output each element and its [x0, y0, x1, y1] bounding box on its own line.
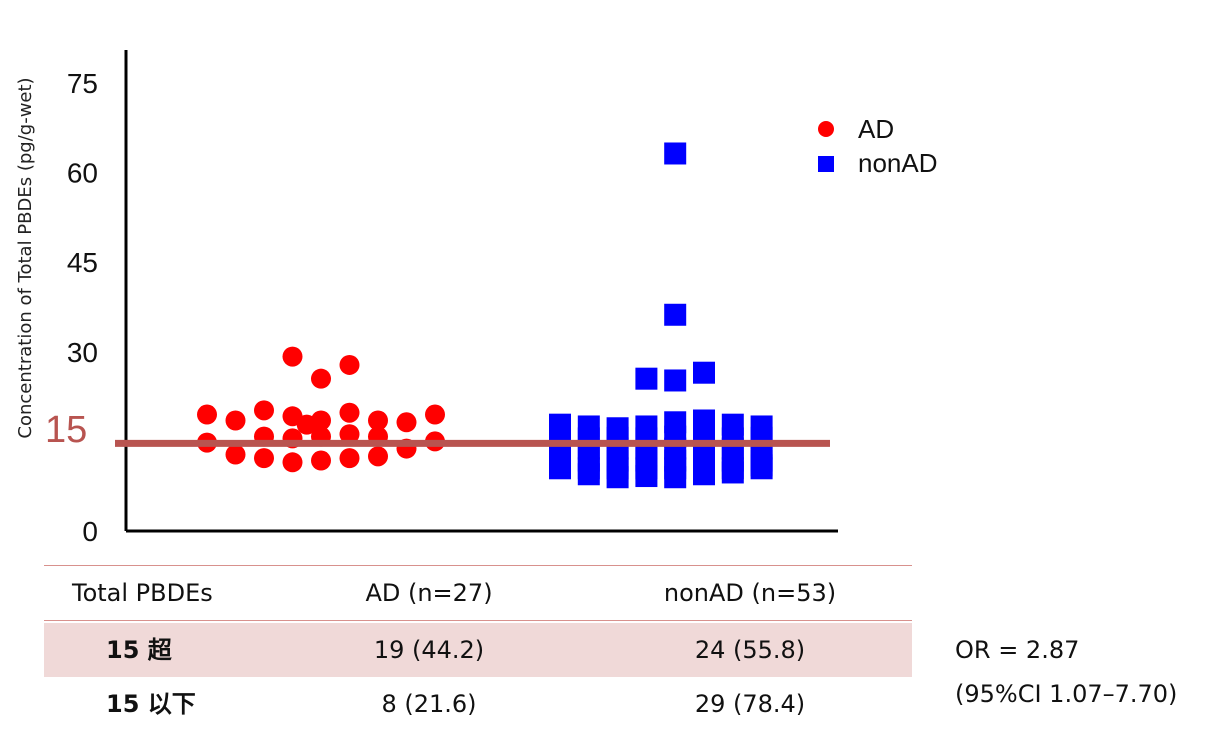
- legend: AD nonAD: [818, 114, 938, 178]
- ad-data-point: [339, 448, 360, 469]
- ad-data-point: [368, 446, 388, 467]
- row-nonad-value: 24 (55.8): [694, 636, 806, 664]
- legend-nonad-label: nonAD: [858, 148, 938, 178]
- nonad-data-point: [693, 463, 715, 486]
- ad-data-point: [225, 444, 246, 465]
- table-row: 15 以下 8 (21.6) 29 (78.4): [44, 677, 912, 731]
- nonad-data-point: [577, 463, 600, 486]
- y-tick-label: 30: [67, 337, 98, 368]
- header-ad: AD (n=27): [365, 579, 493, 607]
- ad-data-point: [254, 448, 274, 469]
- legend-ad-marker: [818, 121, 834, 137]
- legend-ad-label: AD: [858, 114, 894, 144]
- table-row: 15 超 19 (44.2) 24 (55.8): [44, 623, 912, 677]
- y-tick-label: 45: [67, 247, 98, 278]
- y-tick-label: 75: [67, 68, 98, 99]
- threshold-label: 15: [45, 409, 87, 451]
- ad-data-point: [296, 414, 317, 435]
- table-header-row: Total PBDEs AD (n=27) nonAD (n=53): [44, 565, 912, 621]
- ad-data-point: [225, 410, 246, 431]
- ad-data-point: [282, 346, 303, 367]
- ad-data-point: [339, 354, 360, 375]
- pbde-scatter-chart: 0 30 45 60 75 Concentration of Total PBDEs (…: [15, 50, 938, 547]
- ad-data-point: [425, 404, 445, 425]
- legend-nonad-marker: [818, 156, 834, 172]
- ad-data-point: [396, 412, 417, 433]
- results-table: Total PBDEs AD (n=27) nonAD (n=53) 15 超 …: [44, 565, 912, 731]
- ad-data-point: [311, 450, 331, 471]
- y-tick-label: 0: [82, 516, 98, 547]
- ad-data-point: [339, 424, 360, 445]
- nonad-data-point: [693, 361, 715, 384]
- nonad-data-point: [664, 369, 687, 392]
- ad-data-point: [311, 368, 331, 389]
- header-nonad: nonAD (n=53): [663, 579, 837, 607]
- ad-data-point: [282, 452, 303, 473]
- y-axis-label: Concentration of Total PBDEs (pg/g-wet): [15, 77, 36, 438]
- or-confidence-interval: (95%CI 1.07–7.70): [955, 680, 1178, 708]
- y-axis: 0 30 45 60 75: [67, 50, 838, 547]
- ad-data-point: [254, 400, 274, 421]
- header-total-pbdes: Total PBDEs: [72, 579, 213, 607]
- row-nonad-value: 29 (78.4): [694, 690, 806, 718]
- ad-data-point: [197, 404, 217, 425]
- row-label: 15 超: [106, 636, 172, 664]
- data-points: [197, 142, 773, 489]
- nonad-data-point: [549, 453, 571, 476]
- row-ad-value: 8 (21.6): [381, 690, 477, 718]
- nonad-data-point: [750, 454, 773, 477]
- or-value: OR = 2.87: [955, 636, 1080, 664]
- ad-data-point: [339, 402, 360, 423]
- nonad-data-point: [664, 466, 687, 489]
- ad-data-point: [368, 410, 388, 431]
- nonad-data-point: [606, 466, 629, 489]
- nonad-data-point: [664, 142, 687, 165]
- nonad-data-point: [664, 303, 687, 326]
- row-ad-value: 19 (44.2): [373, 636, 485, 664]
- odds-ratio-text: OR = 2.87 (95%CI 1.07–7.70): [955, 628, 1177, 716]
- y-tick-label: 60: [67, 158, 98, 189]
- row-label: 15 以下: [106, 690, 196, 718]
- nonad-data-point: [721, 461, 744, 484]
- nonad-data-point: [635, 465, 658, 488]
- nonad-data-point: [635, 367, 658, 390]
